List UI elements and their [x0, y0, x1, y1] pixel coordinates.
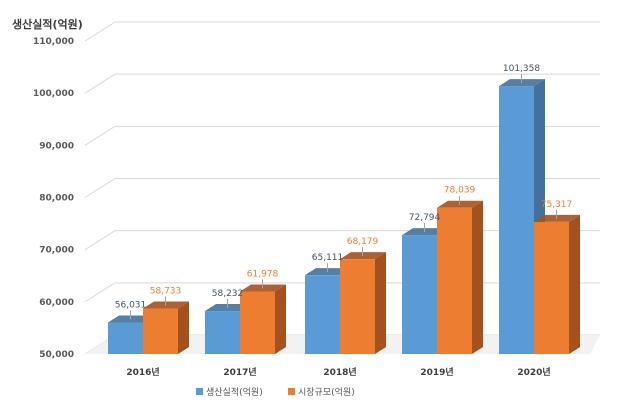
data-label: 61,978	[247, 270, 279, 280]
bar-side	[178, 301, 189, 354]
data-label: 72,794	[409, 213, 441, 223]
legend-label: 시장규모(억원)	[298, 386, 355, 398]
gridline	[84, 21, 600, 42]
legend-label: 생산실적(억원)	[206, 386, 263, 398]
bar-side	[275, 284, 286, 354]
y-tick-label: 110,000	[33, 37, 74, 47]
legend-swatch	[196, 388, 203, 395]
bar-side	[472, 200, 483, 354]
bar	[205, 311, 240, 354]
bar	[108, 322, 143, 354]
data-label: 78,039	[444, 186, 476, 196]
data-label: 56,031	[115, 301, 147, 311]
bar	[402, 235, 437, 354]
y-tick-label: 80,000	[39, 194, 74, 204]
x-tick-label: 2020년	[517, 366, 550, 378]
bar	[240, 291, 275, 354]
data-label: 101,358	[503, 64, 540, 74]
y-tick-label: 50,000	[39, 350, 74, 360]
bar	[499, 86, 534, 355]
y-tick-label: 100,000	[33, 89, 74, 99]
gridline	[84, 73, 600, 94]
y-axis-title: 생산실적(억원)	[12, 17, 83, 31]
y-tick-label: 90,000	[39, 141, 74, 151]
bar	[340, 259, 375, 354]
x-tick-label: 2017년	[223, 366, 256, 378]
gridline	[84, 125, 600, 146]
bar-side	[569, 214, 580, 354]
x-tick-label: 2019년	[420, 366, 453, 378]
bar	[534, 221, 569, 354]
y-tick-label: 70,000	[39, 246, 74, 256]
data-label: 75,317	[541, 200, 573, 210]
legend-swatch	[288, 388, 295, 395]
bar-side	[375, 252, 386, 354]
gridline	[84, 178, 600, 198]
data-label: 65,111	[312, 253, 344, 263]
data-label: 58,232	[212, 289, 244, 299]
data-label: 68,179	[347, 237, 379, 247]
y-tick-label: 60,000	[39, 298, 74, 308]
bar	[305, 275, 340, 354]
data-label: 58,733	[150, 286, 182, 296]
x-tick-label: 2018년	[323, 366, 356, 378]
bar	[143, 308, 178, 354]
bar	[437, 207, 472, 354]
x-tick-label: 2016년	[126, 366, 159, 378]
